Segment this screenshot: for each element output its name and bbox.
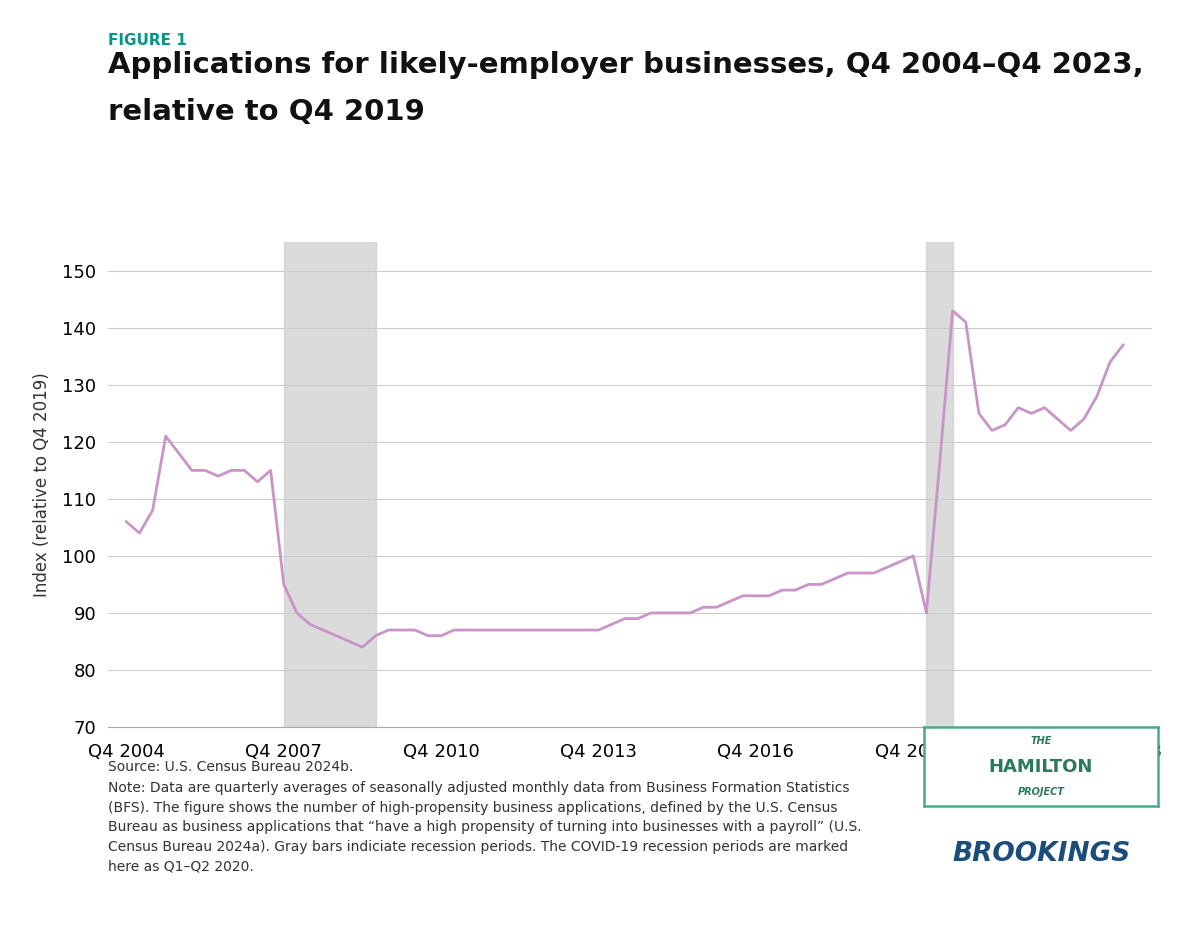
Bar <box>926 242 953 727</box>
Text: Source: U.S. Census Bureau 2024b.: Source: U.S. Census Bureau 2024b. <box>108 760 353 774</box>
Text: HAMILTON: HAMILTON <box>989 758 1093 775</box>
Text: Note: Data are quarterly averages of seasonally adjusted monthly data from Busin: Note: Data are quarterly averages of sea… <box>108 781 862 873</box>
Text: PROJECT: PROJECT <box>1018 787 1064 797</box>
Text: FIGURE 1: FIGURE 1 <box>108 33 187 48</box>
Text: THE: THE <box>1031 736 1051 747</box>
Y-axis label: Index (relative to Q4 2019): Index (relative to Q4 2019) <box>32 372 50 597</box>
Text: BROOKINGS: BROOKINGS <box>953 841 1130 867</box>
Text: relative to Q4 2019: relative to Q4 2019 <box>108 98 425 126</box>
Text: Applications for likely-employer businesses, Q4 2004–Q4 2023,: Applications for likely-employer busines… <box>108 51 1144 79</box>
Bar <box>283 242 376 727</box>
